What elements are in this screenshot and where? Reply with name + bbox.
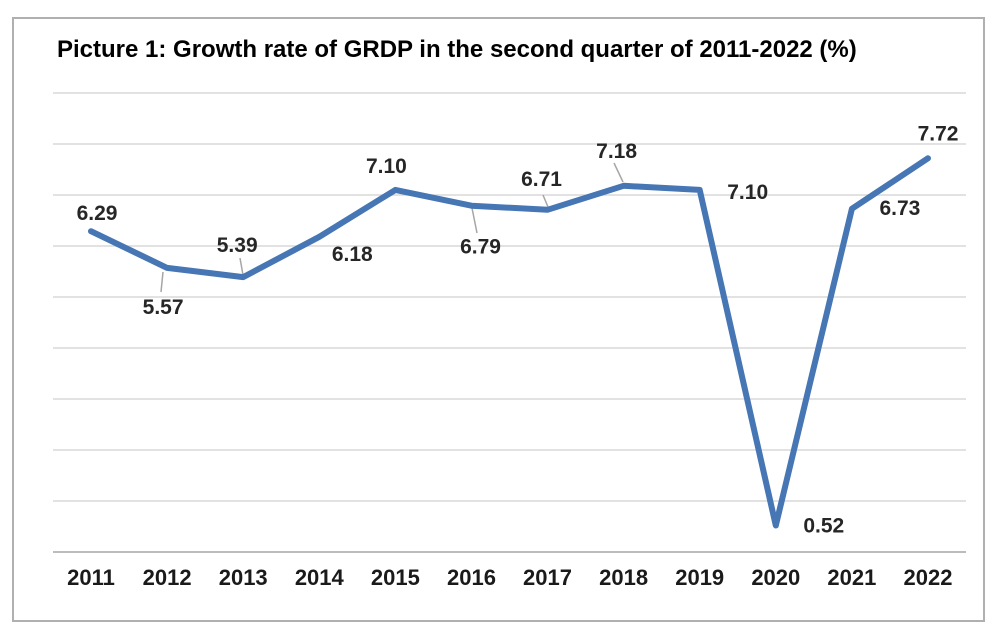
x-axis-tick-label: 2014	[295, 565, 345, 590]
x-axis-tick-label: 2018	[599, 565, 648, 590]
label-leader-line	[160, 271, 164, 293]
data-point-label: 7.10	[727, 181, 768, 204]
data-point-label: 7.18	[596, 140, 637, 163]
x-axis-tick-label: 2015	[371, 565, 420, 590]
label-leader-line	[471, 207, 478, 234]
data-point-label: 6.71	[521, 168, 562, 191]
data-point-label: 6.29	[77, 202, 118, 225]
data-point-label: 6.73	[879, 197, 920, 220]
x-axis-tick-label: 2013	[219, 565, 268, 590]
data-point-label: 0.52	[803, 515, 844, 538]
x-axis-tick-label: 2019	[675, 565, 724, 590]
data-point-label: 5.39	[217, 234, 258, 257]
x-axis-tick-label: 2017	[523, 565, 572, 590]
x-axis-tick-label: 2016	[447, 565, 496, 590]
x-axis-tick-label: 2022	[904, 565, 953, 590]
x-axis-tick-label: 2011	[67, 565, 115, 590]
data-point-label: 6.18	[332, 243, 373, 266]
data-point-label: 6.79	[460, 236, 501, 259]
x-axis-tick-label: 2021	[827, 565, 876, 590]
data-point-label: 7.10	[366, 155, 407, 178]
chart-title: Picture 1: Growth rate of GRDP in the se…	[57, 36, 857, 63]
grdp-line-series	[88, 155, 931, 529]
data-point-label: 7.72	[918, 122, 959, 145]
label-leader-line	[613, 162, 624, 183]
data-point-label: 5.57	[143, 296, 184, 319]
x-axis-tick-label: 2020	[751, 565, 800, 590]
x-axis-tick-label: 2012	[143, 565, 192, 590]
label-leader-line	[542, 194, 549, 208]
label-leader-line	[239, 257, 244, 276]
